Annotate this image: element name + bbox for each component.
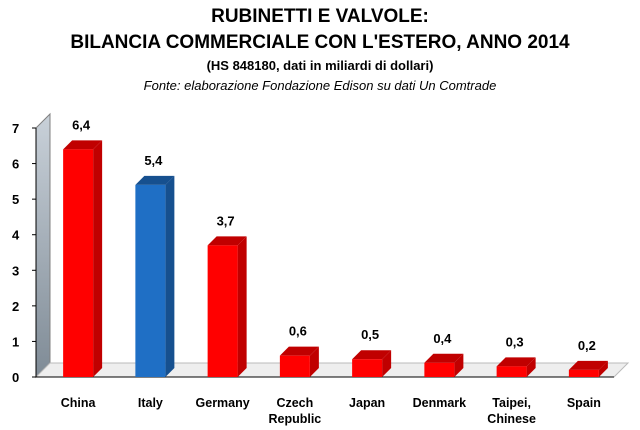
bar-top [63, 140, 103, 150]
bar-front [207, 245, 238, 377]
x-tick-label: Czech [276, 396, 313, 410]
data-labels: 6,4 5,4 3,7 0,6 0,5 0,4 0,3 0,2 [67, 115, 601, 354]
bar-top [207, 236, 247, 246]
chart-source: Fonte: elaborazione Fondazione Edison su… [143, 78, 497, 93]
chart-subtitle: (HS 848180, dati in miliardi di dollari) [206, 58, 434, 73]
bar-front [352, 359, 383, 377]
data-label-box [356, 325, 385, 344]
x-tick-label: Italy [138, 396, 163, 410]
bar-side [598, 360, 608, 377]
x-tick-label: Japan [349, 396, 385, 410]
data-label-box [211, 211, 240, 230]
bar-denmark [424, 353, 464, 377]
data-label: 0,3 [506, 334, 524, 349]
bar-china [63, 140, 103, 377]
y-tick-label: 2 [12, 299, 19, 314]
bar-taipei-chinese [496, 357, 536, 377]
bar-side [309, 346, 319, 377]
chart-title: RUBINETTI E VALVOLE: [211, 6, 429, 27]
bar-side [165, 175, 175, 377]
bar-top [424, 353, 464, 363]
y-tick-label: 6 [12, 157, 19, 172]
bar-front [568, 369, 599, 377]
bars [63, 140, 608, 377]
x-tick-label: Spain [567, 396, 601, 410]
bar-side [526, 357, 536, 377]
bar-spain [568, 360, 608, 377]
chart-side-wall [35, 112, 51, 379]
x-tick-label: Republic [268, 412, 321, 426]
y-tick-label: 4 [12, 228, 20, 243]
bar-top [496, 357, 536, 367]
bar-front [496, 366, 527, 377]
data-label: 5,4 [144, 153, 163, 168]
bar-top [135, 175, 175, 185]
data-label: 0,6 [289, 324, 307, 339]
data-label-box [428, 328, 457, 347]
data-label: 6,4 [72, 117, 91, 132]
bar-top [568, 360, 608, 370]
bar-side [237, 236, 247, 377]
data-label-box [572, 335, 601, 354]
x-tick-label: Taipei, [492, 396, 531, 410]
axes: 0 1 2 3 4 5 6 7 China Italy Germany Czech Republic Ja… [12, 112, 630, 426]
chart-title-line2: BILANCIA COMMERCIALE CON L'ESTERO, ANNO … [70, 32, 570, 53]
data-label-box [283, 321, 312, 340]
data-label-box [500, 332, 529, 351]
bar-front [279, 355, 310, 377]
bar-japan [352, 350, 392, 377]
x-tick-label: China [61, 396, 97, 410]
y-tick-label: 7 [12, 121, 19, 136]
y-tick-label: 5 [12, 192, 19, 207]
data-label: 0,2 [578, 338, 596, 353]
data-label: 3,7 [217, 213, 235, 228]
y-tick-label: 1 [12, 334, 19, 349]
bar-front [135, 184, 166, 377]
y-tick-label: 3 [12, 263, 19, 278]
data-label-box [139, 150, 168, 169]
data-label-box [67, 115, 96, 134]
data-label: 0,4 [433, 331, 452, 346]
bar-front [63, 149, 94, 377]
data-label: 0,5 [361, 327, 379, 342]
x-tick-label: Denmark [413, 396, 467, 410]
bar-top [352, 350, 392, 360]
bar-side [93, 140, 103, 377]
x-tick-label: Germany [196, 396, 250, 410]
x-tick-label: Chinese [487, 412, 536, 426]
bar-top [279, 346, 319, 356]
bar-czech-republic [279, 346, 319, 377]
bar-italy [135, 175, 175, 377]
bar-side [382, 350, 392, 377]
bar-side [454, 353, 464, 377]
y-tick-label: 0 [12, 370, 19, 385]
bar-front [424, 362, 455, 377]
chart-floor [34, 362, 630, 378]
bar-germany [207, 236, 247, 377]
